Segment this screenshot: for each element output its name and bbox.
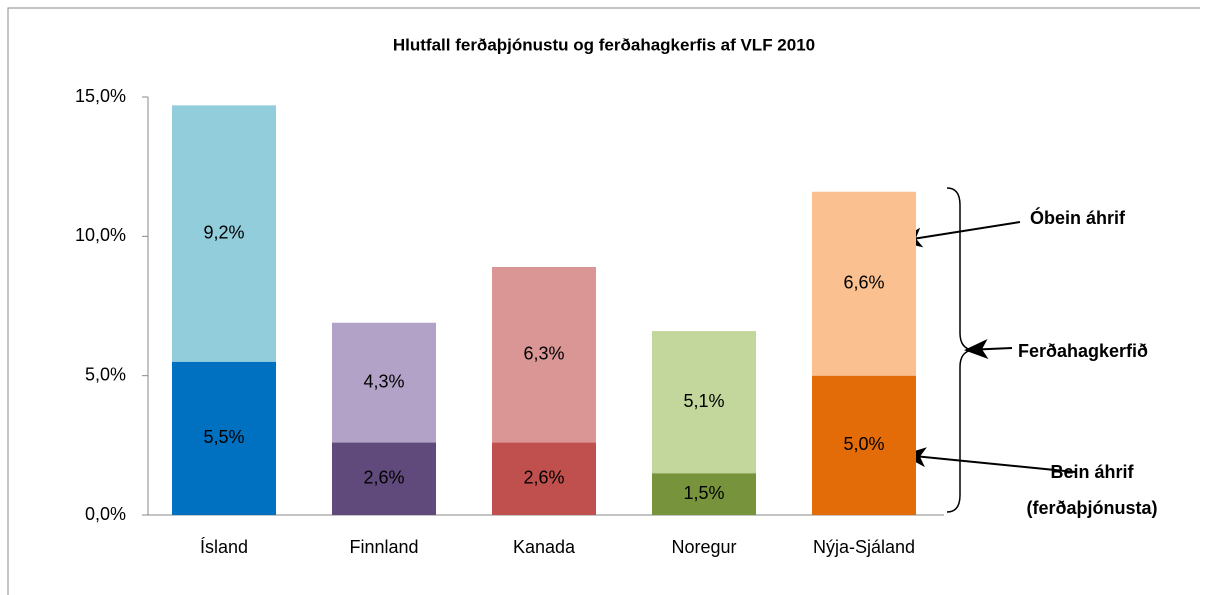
x-tick-label: Finnland <box>349 537 418 557</box>
y-tick-label: 10,0% <box>75 225 126 245</box>
bar-segment <box>332 442 436 515</box>
bar-segment <box>812 375 916 515</box>
annotation: (ferðaþjónusta) <box>1026 498 1157 518</box>
x-tick-label: Kanada <box>513 537 576 557</box>
chart-border <box>7 7 1200 595</box>
bar-segment <box>652 473 756 515</box>
bar-segment <box>492 266 596 443</box>
annotation: Bein áhrif <box>1050 462 1134 482</box>
x-tick-label: Noregur <box>671 537 736 557</box>
data-label: 2,6% <box>363 468 404 488</box>
arrow <box>902 447 1076 473</box>
data-label: 4,3% <box>363 371 404 391</box>
data-label: 5,5% <box>203 427 244 447</box>
data-label: 6,6% <box>843 272 884 292</box>
bar-segment <box>172 105 276 362</box>
annotation: Óbein áhrif <box>1030 207 1126 228</box>
bar-segment <box>172 361 276 515</box>
y-tick-label: 5,0% <box>85 364 126 384</box>
arrow <box>898 221 1021 248</box>
bar-segment <box>492 442 596 515</box>
bar-segment <box>652 331 756 474</box>
annotation: Ferðahagkerfið <box>1018 341 1148 361</box>
data-label: 2,6% <box>523 468 564 488</box>
data-label: 5,1% <box>683 391 724 411</box>
x-tick-label: Ísland <box>200 537 248 557</box>
data-label: 5,0% <box>843 434 884 454</box>
data-label: 6,3% <box>523 344 564 364</box>
bar-segment <box>812 191 916 376</box>
data-label: 1,5% <box>683 483 724 503</box>
chart-title: Hlutfall ferðaþjónustu og ferðahagkerfis… <box>393 35 815 54</box>
data-label: 9,2% <box>203 222 244 242</box>
y-tick-label: 0,0% <box>85 504 126 524</box>
bar-segment <box>332 322 436 443</box>
y-tick-label: 15,0% <box>75 86 126 106</box>
x-tick-label: Nýja-Sjáland <box>813 537 915 557</box>
arrow <box>964 339 1013 360</box>
